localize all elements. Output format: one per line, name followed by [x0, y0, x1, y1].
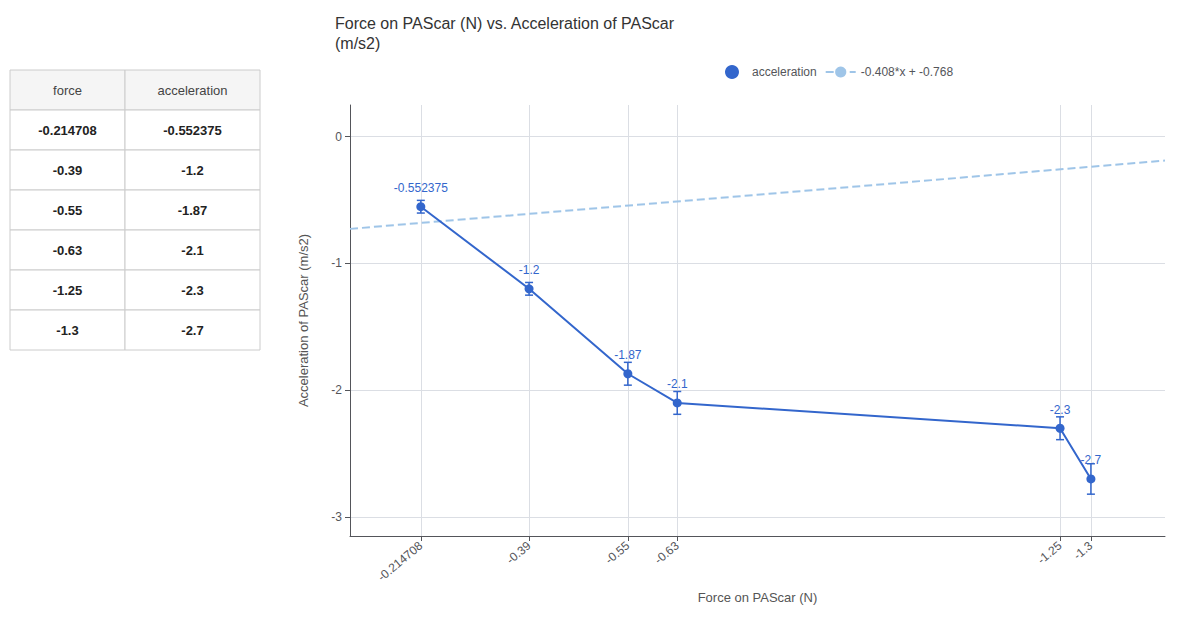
svg-text:-0.214708: -0.214708: [38, 123, 97, 138]
svg-text:-1.2: -1.2: [519, 263, 540, 277]
svg-text:-1.87: -1.87: [614, 348, 642, 362]
svg-text:-2.7: -2.7: [181, 323, 203, 338]
svg-text:acceleration: acceleration: [752, 65, 817, 79]
svg-text:-3: -3: [331, 510, 342, 524]
svg-text:-2.1: -2.1: [181, 243, 203, 258]
svg-text:-0.552375: -0.552375: [163, 123, 222, 138]
svg-text:-0.55: -0.55: [602, 538, 632, 567]
svg-text:-2.3: -2.3: [1050, 403, 1071, 417]
svg-text:-1.25: -1.25: [53, 283, 83, 298]
svg-text:acceleration: acceleration: [157, 83, 227, 98]
svg-text:Force on PAScar (N): Force on PAScar (N): [698, 590, 818, 605]
svg-text:-1.87: -1.87: [178, 203, 208, 218]
svg-text:(m/s2): (m/s2): [335, 35, 380, 52]
svg-text:-2.3: -2.3: [181, 283, 203, 298]
svg-text:-2: -2: [331, 383, 342, 397]
svg-text:-0.63: -0.63: [652, 538, 682, 567]
svg-text:-2.1: -2.1: [667, 377, 688, 391]
svg-text:Force on PAScar (N) vs. Accele: Force on PAScar (N) vs. Acceleration of …: [335, 15, 675, 32]
svg-text:-0.39: -0.39: [53, 163, 83, 178]
svg-text:0: 0: [335, 130, 342, 144]
svg-text:force: force: [53, 83, 82, 98]
svg-text:-0.408*x + -0.768: -0.408*x + -0.768: [861, 65, 954, 79]
svg-text:-1.3: -1.3: [56, 323, 78, 338]
svg-text:-1.25: -1.25: [1035, 538, 1065, 567]
svg-text:Acceleration of PAScar (m/s2): Acceleration of PAScar (m/s2): [296, 234, 311, 407]
svg-text:-0.214708: -0.214708: [375, 538, 426, 584]
svg-text:-0.63: -0.63: [53, 243, 83, 258]
svg-text:-2.7: -2.7: [1081, 453, 1102, 467]
svg-text:-1.2: -1.2: [181, 163, 203, 178]
svg-text:-0.552375: -0.552375: [394, 181, 448, 195]
svg-text:-0.39: -0.39: [504, 538, 534, 567]
svg-text:-1: -1: [331, 256, 342, 270]
svg-text:-1.3: -1.3: [1071, 538, 1096, 562]
svg-text:-0.55: -0.55: [53, 203, 83, 218]
